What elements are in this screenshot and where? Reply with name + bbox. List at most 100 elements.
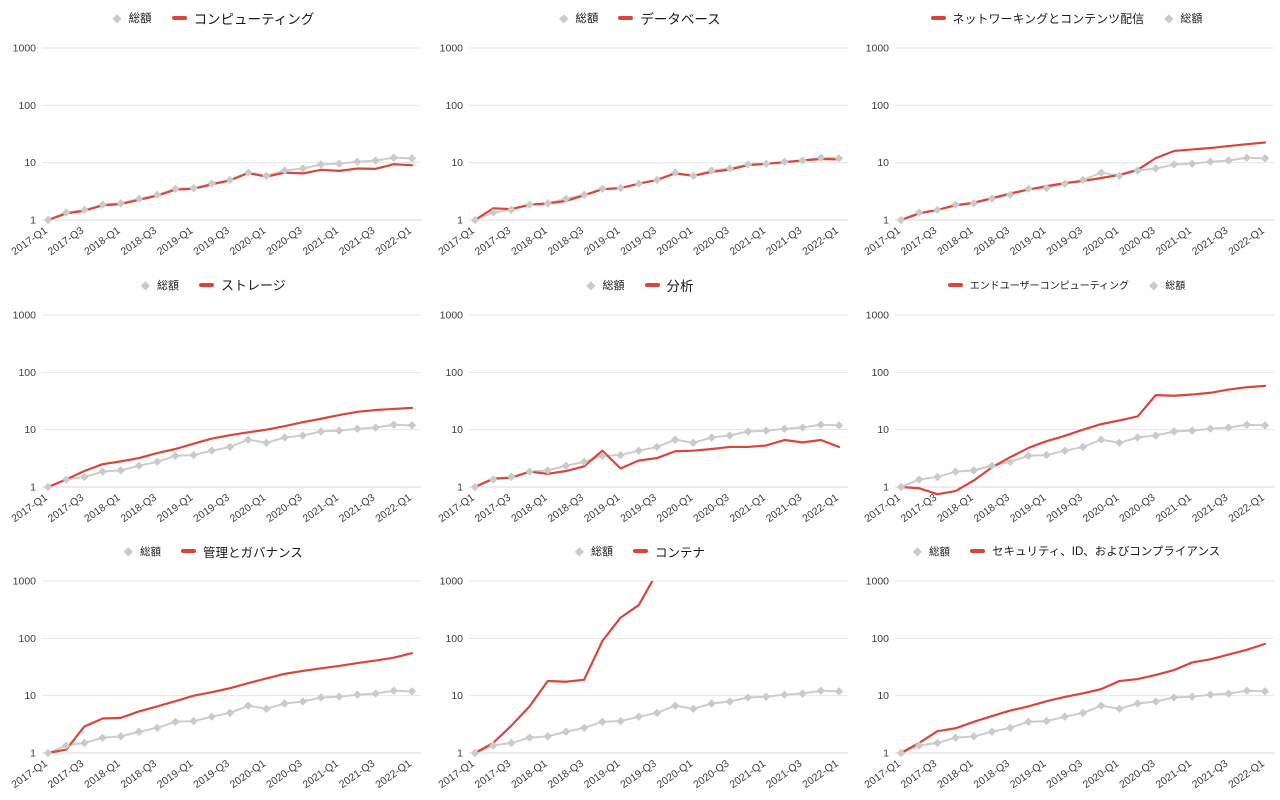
total-series-marker <box>262 704 271 714</box>
x-axis-tick-label: 2017-Q1 <box>9 225 49 258</box>
legend-item-category: コンピューティング <box>171 8 314 28</box>
legend-item-category: 管理とガバナンス <box>181 542 303 561</box>
total-series-marker <box>688 171 698 181</box>
total-series-marker <box>725 697 734 706</box>
x-axis-tick-label: 2021-Q1 <box>727 491 767 524</box>
category-series-line <box>46 406 414 488</box>
total-series-marker <box>1097 435 1106 444</box>
total-series-marker <box>1206 424 1215 433</box>
total-series-marker <box>488 741 497 750</box>
total-series-marker <box>116 732 125 741</box>
total-series-marker <box>171 184 180 194</box>
total-series-marker <box>98 733 107 743</box>
chart-panel-5: エンドユーザーコンピューティング ◆ 総額 1000 100 10 1 2017-Q1 2017… <box>853 267 1280 534</box>
chart-panel-6: ◆ 総額 管理とガバナンス 1000 100 10 1 2017-Q1 2017-Q3 2018-… <box>0 533 427 800</box>
x-axis-tick-label: 2022-Q1 <box>1227 491 1267 524</box>
legend-item-total: ◆ 総額 <box>141 277 179 293</box>
total-series-marker <box>743 426 752 436</box>
diamond-marker-icon: ◆ <box>574 544 584 559</box>
y-axis-tick-label: 1000 <box>13 576 37 588</box>
total-series-marker <box>761 426 770 435</box>
total-series-marker <box>262 171 271 181</box>
total-series-marker <box>488 474 497 484</box>
diamond-marker-icon: ◆ <box>1164 11 1174 25</box>
x-axis-tick-label: 2018-Q3 <box>119 225 159 258</box>
category-series-line <box>473 581 654 755</box>
total-series-line <box>47 689 413 755</box>
legend-label-category: セキュリティ、ID、およびコンプライアンス <box>991 546 1221 559</box>
legend-label-category: ストレージ <box>221 278 286 294</box>
total-series-marker <box>969 732 979 741</box>
x-axis-tick-label: 2022-Q1 <box>800 758 840 791</box>
legend-label-total: 総額 <box>591 546 613 559</box>
x-axis-tick-label: 2019-Q3 <box>1045 491 1085 524</box>
y-axis-tick-label: 10 <box>878 157 890 169</box>
total-series-marker <box>1024 184 1033 194</box>
total-series-marker <box>1078 442 1088 451</box>
total-series-marker <box>43 748 53 758</box>
total-series-marker <box>1151 164 1161 173</box>
x-axis-tick-label: 2019-Q1 <box>1008 225 1048 258</box>
total-series-marker <box>207 179 216 188</box>
y-axis-tick-label: 100 <box>445 100 463 112</box>
total-series-marker <box>335 159 344 168</box>
total-series-marker <box>1242 153 1252 162</box>
total-series-marker <box>1133 166 1142 175</box>
total-series-marker <box>987 461 997 470</box>
total-series-marker <box>244 168 253 177</box>
legend-item-category: 分析 <box>644 275 694 295</box>
total-series-marker <box>1206 157 1215 166</box>
x-axis-tick-label: 2018-Q1 <box>935 758 975 791</box>
category-series-line <box>900 384 1267 495</box>
total-series-marker <box>1133 432 1142 442</box>
y-axis-tick-label: 100 <box>445 633 463 645</box>
x-axis-tick-label: 2021-Q3 <box>764 758 804 791</box>
y-axis-tick-label: 1 <box>30 215 36 227</box>
legend-label-total: 総額 <box>1165 281 1186 293</box>
total-series-marker <box>1260 420 1270 430</box>
x-axis-tick-label: 2018-Q3 <box>545 225 585 258</box>
y-axis-tick-label: 10 <box>878 690 890 702</box>
legend-label-category: ネットワーキングとコンテンツ配信 <box>952 11 1145 26</box>
total-series-marker <box>1206 690 1215 700</box>
category-series-line <box>900 642 1267 755</box>
x-axis-tick-label: 2017-Q1 <box>863 491 903 524</box>
x-axis-tick-label: 2018-Q1 <box>509 491 549 524</box>
x-axis-tick-label: 2019-Q1 <box>155 758 195 791</box>
total-series-marker <box>389 686 398 696</box>
total-series-line <box>474 689 839 755</box>
x-axis-tick-label: 2021-Q1 <box>301 758 341 791</box>
total-series-marker <box>153 723 162 733</box>
diamond-marker-icon: ◆ <box>586 277 596 292</box>
legend-item-total: ◆ 総額 <box>112 10 151 26</box>
x-axis-tick-label: 2021-Q3 <box>764 225 804 258</box>
x-axis-tick-label: 2018-Q3 <box>972 491 1012 524</box>
x-axis-tick-label: 2017-Q1 <box>863 225 903 258</box>
total-series-marker <box>706 699 716 708</box>
x-axis-tick-label: 2017-Q1 <box>436 491 476 524</box>
total-series-marker <box>298 430 307 440</box>
x-axis-tick-label: 2019-Q1 <box>582 758 622 791</box>
total-series-marker <box>670 435 679 444</box>
total-series-marker <box>779 690 789 700</box>
total-series-marker <box>969 465 979 475</box>
x-axis-tick-label: 2018-Q3 <box>972 225 1012 258</box>
x-axis-tick-label: 2018-Q1 <box>935 225 975 258</box>
total-series-marker <box>561 727 570 737</box>
x-axis-tick-label: 2019-Q3 <box>191 225 231 258</box>
total-series-marker <box>353 424 362 433</box>
y-axis-tick-label: 1000 <box>13 309 37 321</box>
total-series-marker <box>743 160 752 169</box>
x-axis-tick-label: 2020-Q3 <box>264 491 304 524</box>
category-series-line <box>473 157 840 222</box>
total-series-marker <box>43 215 53 225</box>
x-axis-tick-label: 2018-Q3 <box>119 758 159 791</box>
y-axis-tick-label: 100 <box>18 366 36 378</box>
x-axis-tick-label: 2022-Q1 <box>373 758 413 791</box>
x-axis-tick-label: 2021-Q3 <box>1190 758 1230 791</box>
total-series-marker <box>189 717 198 726</box>
legend-label-category: データベース <box>640 12 721 27</box>
y-axis-tick-label: 1 <box>883 748 889 760</box>
total-series-marker <box>543 199 552 208</box>
